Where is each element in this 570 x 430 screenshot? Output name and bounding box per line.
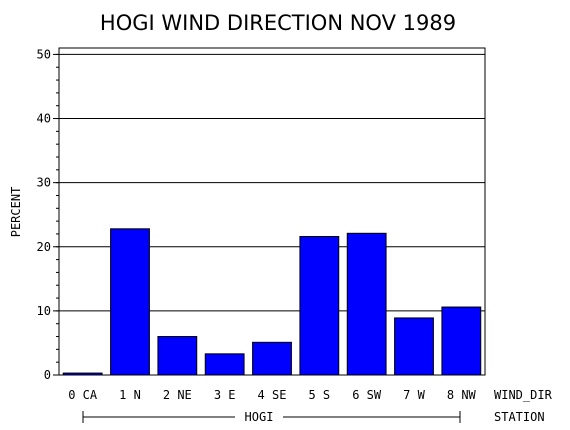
- plot-frame: [58, 47, 486, 376]
- group-axis-label: STATION: [494, 410, 545, 424]
- y-axis-label: PERCENT: [9, 187, 23, 238]
- group-bracket: [82, 411, 461, 423]
- bar: [394, 317, 434, 376]
- y-tick-label: 50: [37, 47, 51, 61]
- bar: [346, 232, 387, 376]
- bar: [299, 236, 340, 376]
- x-tick-label: 7 W: [403, 388, 425, 402]
- x-tick-label: 5 S: [308, 388, 330, 402]
- x-tick-label: 1 N: [119, 388, 141, 402]
- bar: [252, 341, 292, 376]
- bar: [441, 306, 482, 376]
- y-tick-label: 0: [44, 368, 51, 382]
- y-tick-label: 20: [37, 240, 51, 254]
- x-tick-label: 8 NW: [447, 388, 477, 402]
- y-tick-label: 40: [37, 112, 51, 126]
- x-tick-label: 4 SE: [258, 388, 287, 402]
- group-label: HOGI: [245, 410, 274, 424]
- x-tick-label: 3 E: [214, 388, 236, 402]
- x-tick-label: 2 NE: [163, 388, 192, 402]
- bar: [157, 336, 198, 376]
- category-axis-label: WIND_DIR: [494, 388, 553, 402]
- bars: [62, 228, 482, 376]
- y-tick-label: 30: [37, 176, 51, 190]
- x-axis: 0 CA 1 N 2 NE 3 E 4 SE 5 S 6 SW 7 W 8 NW: [68, 388, 476, 402]
- x-tick-label: 6 SW: [352, 388, 382, 402]
- x-tick-label: 0 CA: [68, 388, 98, 402]
- bar: [110, 228, 150, 376]
- bar: [204, 353, 245, 376]
- chart-title: HOGI WIND DIRECTION NOV 1989: [100, 11, 456, 35]
- y-tick-label: 10: [37, 304, 51, 318]
- y-axis: 0 10 20 30 40 50: [37, 47, 59, 382]
